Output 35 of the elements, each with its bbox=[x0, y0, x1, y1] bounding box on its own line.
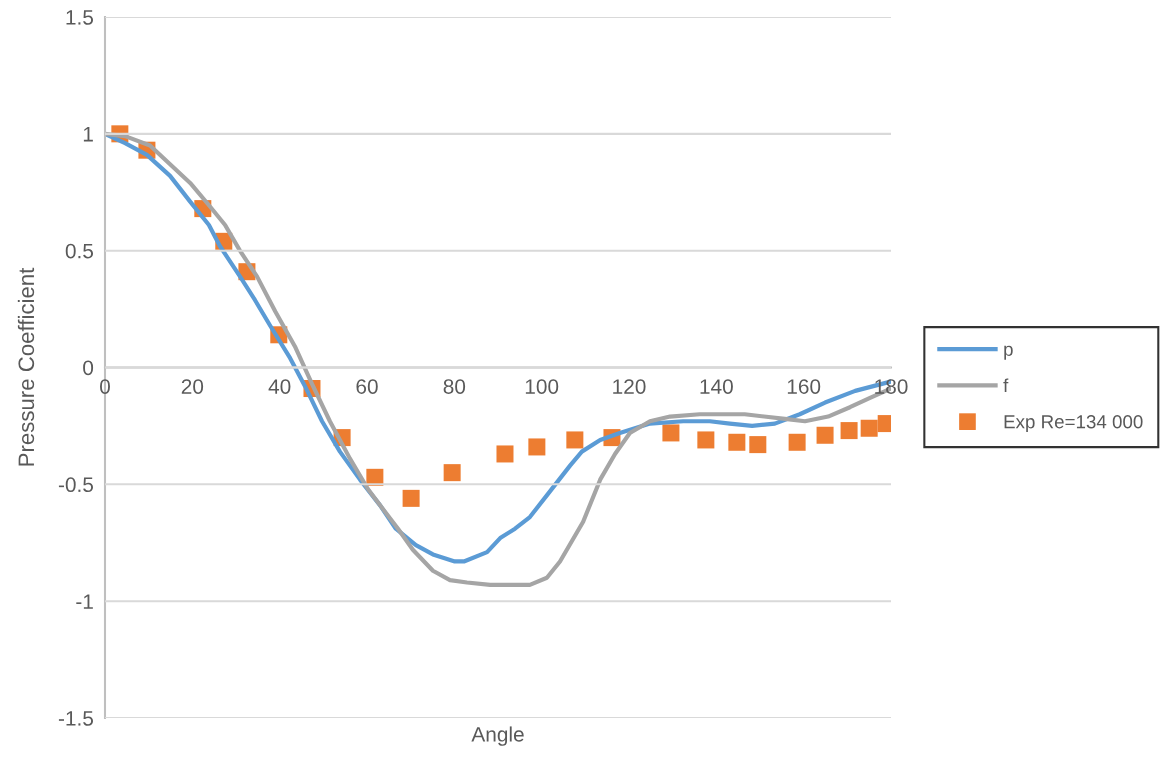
point bbox=[749, 436, 767, 454]
point bbox=[496, 445, 514, 463]
point bbox=[402, 489, 420, 507]
point bbox=[566, 431, 584, 449]
point bbox=[662, 424, 680, 442]
x-tick-label: 20 bbox=[181, 379, 204, 394]
y-tick-label: -0.5 bbox=[58, 477, 94, 493]
y-tick-label: 1.5 bbox=[66, 10, 94, 25]
legend-label: Exp Re=134 000 bbox=[1004, 415, 1143, 433]
legend-label: p bbox=[1004, 345, 1013, 360]
point bbox=[788, 433, 806, 451]
x-tick-label: 100 bbox=[525, 379, 559, 394]
point bbox=[528, 438, 546, 456]
x-tick-label: 40 bbox=[268, 379, 291, 394]
point bbox=[840, 422, 858, 440]
x-tick-label: 80 bbox=[443, 379, 466, 394]
x-tick-label: 120 bbox=[613, 379, 646, 394]
y-tick-label: 0.5 bbox=[65, 243, 94, 259]
legend-label: f bbox=[1003, 378, 1009, 392]
point bbox=[697, 431, 715, 449]
x-tick-label: 60 bbox=[356, 379, 378, 394]
y-tick-label: 1 bbox=[83, 127, 93, 142]
point bbox=[728, 433, 746, 451]
x-tick-label: 180 bbox=[875, 379, 908, 394]
y-tick-label: -1.5 bbox=[58, 711, 94, 726]
x-tick-label: 140 bbox=[700, 379, 733, 394]
x-tick-label: 160 bbox=[787, 379, 821, 394]
point bbox=[860, 419, 878, 437]
x-tick-label: 0 bbox=[100, 379, 110, 394]
x-axis-title: Angle bbox=[471, 726, 524, 746]
point bbox=[443, 464, 461, 482]
y-tick-label: -1 bbox=[76, 594, 93, 609]
point bbox=[816, 426, 834, 444]
y-tick-label: 0 bbox=[83, 360, 94, 376]
y-axis-title: Pressure Coefficient bbox=[17, 267, 35, 466]
